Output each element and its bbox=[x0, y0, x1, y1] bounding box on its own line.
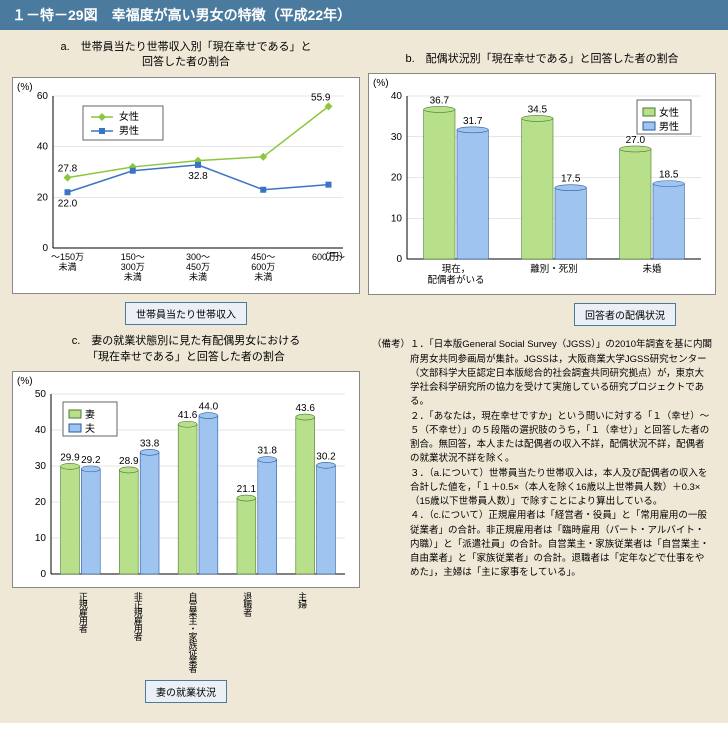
svg-text:離別・死別: 離別・死別 bbox=[530, 263, 578, 275]
svg-text:妻: 妻 bbox=[85, 408, 95, 421]
svg-text:男性: 男性 bbox=[119, 124, 139, 137]
chart-c-subtitle: c. 妻の就業状態別に見た有配偶男女における「現在幸せである」と回答した者の割合 bbox=[12, 334, 360, 365]
chart-c-category: 主婦 bbox=[296, 592, 309, 672]
svg-text:(%): (%) bbox=[373, 78, 389, 89]
notes-cell: （備考） １．「日本版General Social Survey（JGSS）」の… bbox=[368, 334, 716, 703]
notes-item: ２．「あなたは，現在幸せですか」という問いに対する「１（幸せ）～５（不幸せ）」の… bbox=[410, 410, 712, 467]
svg-text:450万: 450万 bbox=[186, 262, 210, 272]
chart-b-svg: 0 10 20 30 40(%) 36.7 31.7 現在，配偶者がいる 34.5 17.5 離別・… bbox=[369, 74, 709, 289]
svg-text:未満: 未満 bbox=[124, 271, 142, 282]
svg-text:(%): (%) bbox=[17, 82, 33, 93]
svg-text:600万～: 600万～ bbox=[312, 252, 345, 262]
svg-text:22.0: 22.0 bbox=[58, 198, 78, 209]
svg-text:配偶者がいる: 配偶者がいる bbox=[427, 274, 484, 286]
chart-b-cell: b. 配偶状況別「現在幸せである」と回答した者の割合 0 10 20 30 40(%) 3… bbox=[368, 40, 716, 326]
chart-c-category: 正規雇用者 bbox=[77, 592, 90, 672]
notes-body: １．「日本版General Social Survey（JGSS）」の2010年… bbox=[410, 338, 712, 580]
svg-text:41.6: 41.6 bbox=[178, 410, 198, 421]
figure-page: １－特－29図 幸福度が高い男女の特徴（平成22年） a. 世帯員当たり世帯収入… bbox=[0, 0, 728, 723]
svg-text:未満: 未満 bbox=[254, 271, 272, 282]
svg-text:55.9: 55.9 bbox=[311, 92, 331, 103]
svg-text:34.5: 34.5 bbox=[528, 105, 548, 116]
svg-text:36.7: 36.7 bbox=[430, 96, 450, 107]
chart-a-svg: 0204060(%)（円）～150万未満150～300万未満300～450万未満… bbox=[13, 78, 353, 288]
svg-text:20: 20 bbox=[391, 173, 403, 184]
chart-b-axis-box: 回答者の配偶状況 bbox=[574, 303, 676, 326]
svg-text:600万: 600万 bbox=[251, 262, 275, 272]
svg-text:17.5: 17.5 bbox=[561, 174, 581, 185]
svg-text:0: 0 bbox=[396, 254, 402, 265]
svg-text:31.8: 31.8 bbox=[257, 446, 277, 457]
svg-text:10: 10 bbox=[35, 533, 47, 544]
chart-b-box: 0 10 20 30 40(%) 36.7 31.7 現在，配偶者がいる 34.5 17.5 離別・… bbox=[368, 73, 716, 295]
svg-text:300～: 300～ bbox=[186, 252, 210, 262]
svg-text:未満: 未満 bbox=[58, 261, 76, 272]
svg-text:40: 40 bbox=[35, 425, 47, 436]
svg-text:27.8: 27.8 bbox=[58, 163, 78, 174]
svg-text:～150万: ～150万 bbox=[51, 252, 84, 262]
svg-text:(%): (%) bbox=[17, 376, 33, 387]
chart-c-axis-box: 妻の就業状況 bbox=[145, 680, 227, 703]
svg-text:43.6: 43.6 bbox=[295, 403, 315, 414]
notes-item: ３．（a.について）世帯員当たり世帯収入は，本人及び配偶者の収入を合計した値を，… bbox=[410, 467, 712, 510]
svg-text:40: 40 bbox=[391, 91, 403, 102]
chart-a-box: 0204060(%)（円）～150万未満150～300万未満300～450万未満… bbox=[12, 77, 360, 294]
svg-text:50: 50 bbox=[35, 389, 47, 400]
svg-text:32.8: 32.8 bbox=[188, 171, 208, 182]
notes-label: （備考） bbox=[372, 338, 410, 580]
svg-text:女性: 女性 bbox=[119, 110, 139, 123]
chart-c-cell: c. 妻の就業状態別に見た有配偶男女における「現在幸せである」と回答した者の割合… bbox=[12, 334, 360, 703]
chart-c-category: 自営業主・家族従業者 bbox=[186, 592, 199, 672]
svg-text:30: 30 bbox=[35, 461, 47, 472]
svg-text:28.9: 28.9 bbox=[119, 456, 139, 467]
svg-text:18.5: 18.5 bbox=[659, 170, 679, 181]
svg-text:44.0: 44.0 bbox=[199, 402, 219, 413]
svg-text:20: 20 bbox=[37, 192, 49, 203]
svg-text:31.7: 31.7 bbox=[463, 116, 483, 127]
svg-text:未婚: 未婚 bbox=[642, 263, 662, 275]
chart-b-subtitle: b. 配偶状況別「現在幸せである」と回答した者の割合 bbox=[368, 52, 716, 67]
svg-text:29.2: 29.2 bbox=[81, 455, 101, 466]
notes-item: １．「日本版General Social Survey（JGSS）」の2010年… bbox=[410, 338, 712, 409]
svg-text:27.0: 27.0 bbox=[626, 135, 646, 146]
svg-text:30: 30 bbox=[391, 132, 403, 143]
svg-text:33.8: 33.8 bbox=[140, 438, 160, 449]
chart-c-box: 0 10 20 30 40 50(%) 29.929.2 28.933.8 41.644.0 21… bbox=[12, 371, 360, 588]
svg-text:女性: 女性 bbox=[659, 106, 679, 119]
chart-a-axis-box: 世帯員当たり世帯収入 bbox=[125, 302, 247, 325]
chart-c-svg: 0 10 20 30 40 50(%) 29.929.2 28.933.8 41.644.0 21… bbox=[13, 372, 353, 582]
svg-text:30.2: 30.2 bbox=[316, 451, 336, 462]
chart-grid: a. 世帯員当たり世帯収入別「現在幸せである」と回答した者の割合 0 20 40 60… bbox=[0, 30, 728, 713]
chart-a-cell: a. 世帯員当たり世帯収入別「現在幸せである」と回答した者の割合 0 20 40 60… bbox=[12, 40, 360, 326]
notes-item: ４．（c.について）正規雇用者は「経営者・役員」と「常用雇用の一般従業者」の合計… bbox=[410, 509, 712, 580]
svg-text:10: 10 bbox=[391, 214, 403, 225]
svg-text:男性: 男性 bbox=[659, 120, 679, 133]
chart-c-category: 退職者 bbox=[241, 592, 254, 672]
chart-c-category: 非正規雇用者 bbox=[132, 592, 145, 672]
svg-text:450～: 450～ bbox=[251, 252, 275, 262]
svg-text:未満: 未満 bbox=[189, 271, 207, 282]
svg-text:0: 0 bbox=[40, 569, 46, 580]
chart-a-subtitle: a. 世帯員当たり世帯収入別「現在幸せである」と回答した者の割合 bbox=[12, 40, 360, 71]
chart-c-categories: 正規雇用者 非正規雇用者 自営業主・家族従業者 退職者 主婦 bbox=[12, 588, 360, 672]
figure-title: １－特－29図 幸福度が高い男女の特徴（平成22年） bbox=[0, 0, 728, 30]
svg-text:29.9: 29.9 bbox=[60, 453, 80, 464]
svg-text:0: 0 bbox=[42, 243, 48, 254]
svg-text:21.1: 21.1 bbox=[237, 484, 257, 495]
svg-text:60: 60 bbox=[37, 91, 49, 102]
svg-text:300万: 300万 bbox=[121, 262, 145, 272]
svg-text:20: 20 bbox=[35, 497, 47, 508]
svg-text:150～: 150～ bbox=[121, 252, 145, 262]
svg-text:現在，: 現在， bbox=[442, 263, 471, 275]
svg-text:夫: 夫 bbox=[85, 423, 95, 435]
svg-text:40: 40 bbox=[37, 141, 49, 152]
